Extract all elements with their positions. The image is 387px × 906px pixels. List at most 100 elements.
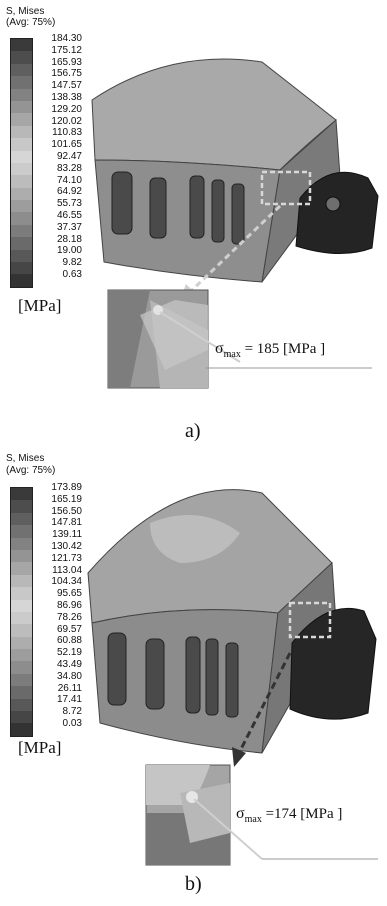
legend-value: 110.83 bbox=[52, 127, 82, 139]
sigma-max-annotation: σmax = 185 [MPa ] bbox=[215, 340, 325, 360]
legend-values: 173.89 165.19 156.50 147.81 139.11 130.4… bbox=[36, 482, 82, 730]
detail-box bbox=[260, 170, 312, 206]
slot bbox=[149, 177, 167, 239]
legend-value: 60.88 bbox=[56, 635, 82, 647]
legend-value: 69.57 bbox=[56, 623, 82, 635]
legend-swatch bbox=[11, 274, 32, 287]
legend-value: 120.02 bbox=[51, 115, 82, 127]
legend-swatch bbox=[11, 636, 32, 650]
detail-pointer bbox=[188, 204, 282, 294]
legend-swatch bbox=[11, 537, 32, 550]
color-legend-bar bbox=[10, 38, 33, 288]
legend-value: 130.42 bbox=[51, 540, 82, 552]
legend-value: 86.96 bbox=[56, 599, 82, 611]
legend-title: S, Mises bbox=[6, 453, 45, 464]
legend-value: 52.19 bbox=[56, 647, 82, 659]
sigma-max-annotation: σmax =174 [MPa ] bbox=[236, 805, 342, 825]
panel-caption: b) bbox=[185, 873, 202, 895]
legend-value: 64.92 bbox=[56, 186, 82, 198]
legend-swatch bbox=[11, 587, 32, 600]
legend-value: 165.93 bbox=[51, 56, 82, 68]
sigma-symbol: σ bbox=[215, 340, 224, 357]
legend-swatch bbox=[11, 686, 32, 699]
slot bbox=[225, 642, 239, 718]
legend-value: 46.55 bbox=[56, 209, 82, 221]
legend-value: 43.49 bbox=[56, 658, 82, 670]
legend-swatch bbox=[11, 138, 32, 151]
legend-swatch bbox=[11, 262, 32, 275]
legend-swatch bbox=[11, 562, 32, 575]
legend-value: 104.34 bbox=[51, 576, 82, 588]
legend-swatch bbox=[11, 611, 32, 625]
legend-swatch bbox=[11, 500, 32, 513]
legend-swatch bbox=[11, 711, 32, 724]
legend-value: 147.81 bbox=[51, 517, 82, 529]
fe-model-figure bbox=[91, 58, 379, 389]
fe-model-figure bbox=[87, 489, 378, 866]
detail-pointer bbox=[238, 652, 292, 752]
panel-b: S, Mises (Avg: 75%) 173.89 165.19 156.50… bbox=[0, 453, 387, 906]
legend-swatch bbox=[11, 175, 32, 188]
legend-swatch bbox=[11, 150, 32, 163]
legend-swatch bbox=[11, 549, 32, 563]
pointer-arrowhead bbox=[232, 747, 246, 767]
legend-swatch bbox=[11, 39, 32, 52]
legend-title: S, Mises bbox=[6, 6, 45, 17]
legend-value: 173.89 bbox=[51, 482, 82, 493]
legend-value: 17.41 bbox=[56, 694, 82, 706]
legend-value: 156.50 bbox=[51, 505, 82, 517]
sigma-symbol: σ bbox=[236, 805, 245, 822]
legend-value: 165.19 bbox=[51, 493, 82, 505]
legend-swatch bbox=[11, 51, 32, 64]
legend-value: 28.18 bbox=[56, 233, 82, 245]
legend-subtitle: (Avg: 75%) bbox=[6, 465, 56, 476]
slot bbox=[231, 183, 245, 245]
legend-value: 0.63 bbox=[62, 268, 82, 280]
slot bbox=[111, 171, 133, 235]
legend-swatch bbox=[11, 649, 32, 662]
bolt-hole bbox=[325, 196, 341, 212]
legend-swatch bbox=[11, 237, 32, 250]
sigma-leader bbox=[193, 798, 263, 860]
legend-swatch bbox=[11, 100, 32, 114]
legend-swatch bbox=[11, 187, 32, 201]
panel-caption: a) bbox=[185, 420, 201, 442]
legend-value: 26.11 bbox=[57, 682, 82, 694]
legend-value: 147.57 bbox=[51, 80, 82, 92]
legend-value: 9.82 bbox=[62, 257, 82, 269]
unit-label: [MPa] bbox=[18, 296, 62, 315]
legend-swatch bbox=[11, 512, 32, 526]
legend-swatch bbox=[11, 224, 32, 238]
legend-swatch bbox=[11, 574, 32, 588]
legend-value: 55.73 bbox=[56, 198, 82, 210]
legend-value: 138.38 bbox=[51, 91, 82, 103]
legend-swatch bbox=[11, 125, 32, 139]
legend-values: 184.30 175.12 165.93 156.75 147.57 138.3… bbox=[36, 33, 82, 281]
legend-value: 113.04 bbox=[52, 564, 82, 576]
legend-swatch bbox=[11, 673, 32, 687]
sigma-value: =174 [MPa ] bbox=[265, 806, 343, 822]
unit-label: [MPa] bbox=[18, 738, 62, 757]
legend-swatch bbox=[11, 599, 32, 612]
slot bbox=[145, 638, 165, 710]
legend-swatch bbox=[11, 525, 32, 538]
legend-value: 139.11 bbox=[52, 529, 82, 541]
legend-swatch bbox=[11, 162, 32, 176]
slot bbox=[189, 175, 205, 239]
legend-swatch bbox=[11, 624, 32, 637]
legend-swatch bbox=[11, 249, 32, 263]
legend-value: 19.00 bbox=[56, 245, 82, 257]
slot bbox=[211, 179, 225, 243]
legend-swatch bbox=[11, 63, 32, 77]
sigma-subscript: max bbox=[244, 814, 262, 825]
legend-swatch bbox=[11, 488, 32, 501]
sigma-leader bbox=[159, 311, 241, 363]
sigma-value: = 185 [MPa ] bbox=[244, 341, 326, 357]
legend-value: 101.65 bbox=[51, 139, 82, 151]
legend-value: 37.37 bbox=[56, 221, 82, 233]
panel-a: S, Mises (Avg: 75%) 184.30 175.12 165.93… bbox=[6, 6, 379, 442]
legend-swatch bbox=[11, 723, 32, 736]
color-legend-bar bbox=[10, 487, 33, 737]
sigma-subscript: max bbox=[223, 349, 241, 360]
legend-value: 95.65 bbox=[56, 588, 82, 600]
